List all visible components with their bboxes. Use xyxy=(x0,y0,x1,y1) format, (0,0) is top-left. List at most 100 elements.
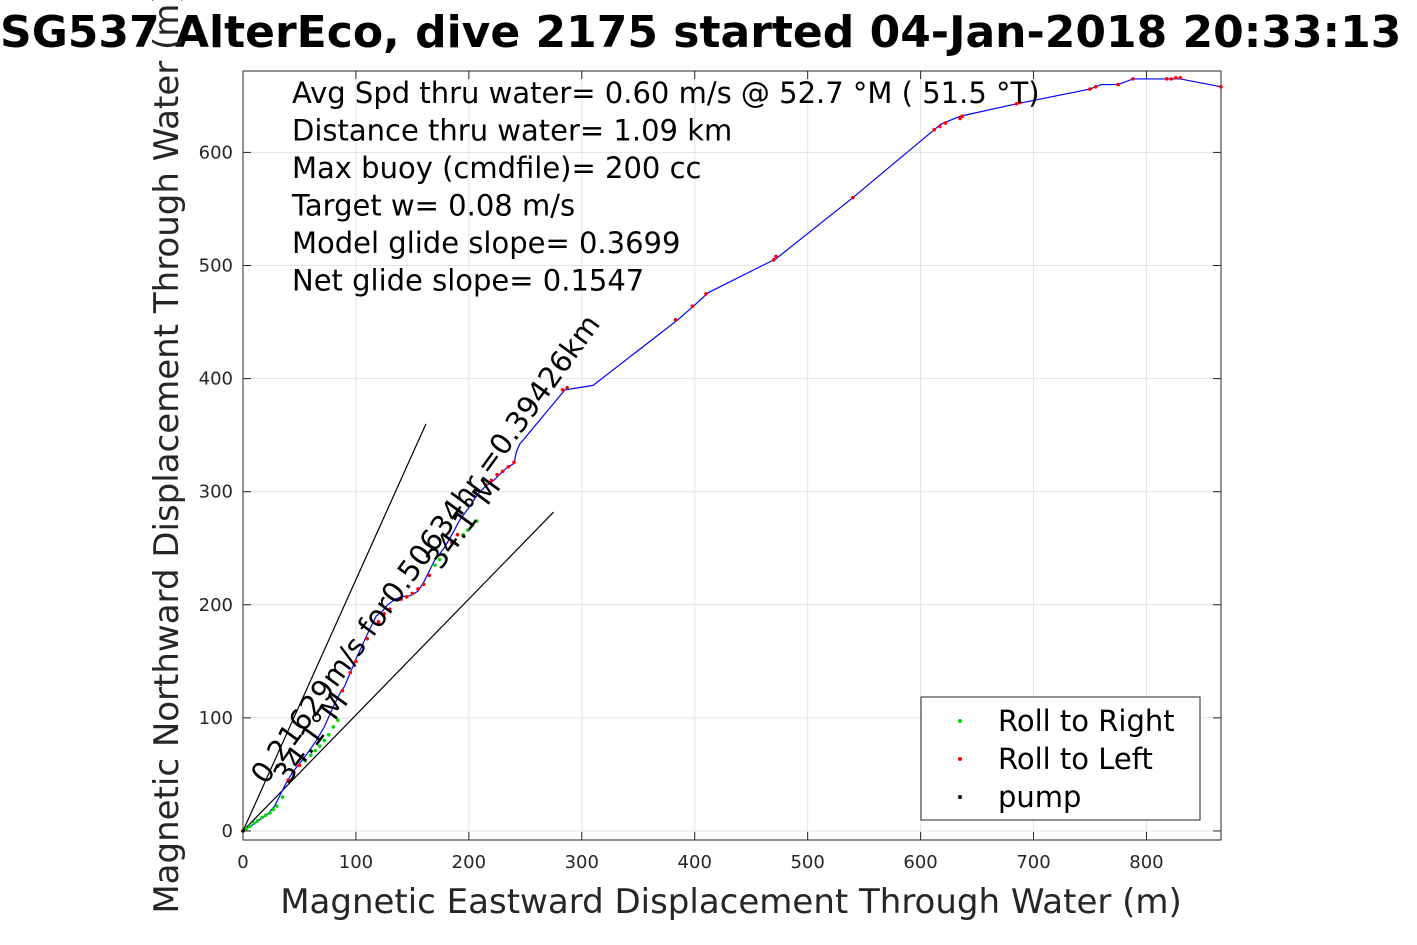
roll-right-point xyxy=(336,718,340,722)
roll-right-point xyxy=(303,759,307,763)
y-axis-label: Magnetic Northward Displacement Through … xyxy=(147,0,187,914)
roll-left-point xyxy=(937,124,942,129)
x-tick-label: 600 xyxy=(903,852,937,873)
roll-left-point xyxy=(565,385,569,390)
roll-right-point xyxy=(322,738,327,743)
roll-right-point xyxy=(461,532,466,537)
roll-left-point xyxy=(404,595,409,599)
roll-left-point xyxy=(484,483,488,487)
grid xyxy=(242,71,1221,840)
roll-right-point xyxy=(465,528,470,532)
roll-right-point xyxy=(437,557,442,562)
roll-right-point xyxy=(442,553,446,557)
roll-left-point xyxy=(500,469,505,474)
roll-left-point xyxy=(450,540,454,545)
roll-left-point xyxy=(690,304,695,309)
roll-left-point xyxy=(673,317,678,322)
roll-right-point xyxy=(252,821,257,825)
roll-left-point xyxy=(1169,77,1174,81)
y-tick-label: 600 xyxy=(199,142,233,163)
y-tick-label: 200 xyxy=(199,595,233,616)
roll-left-point xyxy=(958,116,962,121)
roll-right-point xyxy=(268,811,272,815)
y-tick-label: 100 xyxy=(199,708,233,729)
y-tick-label: 300 xyxy=(199,482,233,503)
roll-left-point xyxy=(410,591,415,596)
roll-right-point xyxy=(280,795,285,799)
x-axis-label: Magnetic Eastward Displacement Through W… xyxy=(280,882,1182,922)
roll-left-point xyxy=(1093,85,1098,89)
roll-left-point xyxy=(1018,100,1022,105)
roll-left-point xyxy=(286,778,290,782)
roll-right-point xyxy=(271,807,276,812)
axes-frame xyxy=(242,70,1222,841)
x-tick-label: 800 xyxy=(1129,852,1163,873)
roll-left-point xyxy=(376,619,381,624)
roll-left-point xyxy=(489,478,494,483)
roll-right-point xyxy=(255,818,260,823)
track-line xyxy=(242,78,1222,832)
roll-left-point xyxy=(704,291,708,296)
roll-left-point xyxy=(292,770,296,774)
roll-left-point xyxy=(771,258,776,262)
roll-left-point xyxy=(1014,101,1019,106)
roll-left-point xyxy=(943,121,948,125)
roll-right-point xyxy=(470,523,475,528)
roll-right-point xyxy=(247,824,252,829)
roll-left-point xyxy=(1131,77,1135,81)
roll-left-point xyxy=(1174,75,1178,80)
roll-left-point xyxy=(354,659,358,664)
legend-marker-pump xyxy=(958,795,962,799)
legend-marker-roll-right xyxy=(958,719,962,723)
annotation-line: Model glide slope= 0.3699 xyxy=(292,226,680,260)
x-tick-label: 100 xyxy=(339,852,373,873)
pump-point xyxy=(241,829,245,833)
roll-right-point xyxy=(313,748,318,753)
roll-right-point xyxy=(263,813,268,817)
roll-left-point xyxy=(560,388,565,392)
roll-left-point xyxy=(348,670,353,675)
x-tick-label: 200 xyxy=(452,852,486,873)
roll-left-point xyxy=(455,532,460,537)
chart-title: SG537 AlterEco, dive 2175 started 04-Jan… xyxy=(0,7,1401,58)
roll-left-point xyxy=(340,688,345,693)
y-tick-label: 0 xyxy=(222,821,233,842)
legend-label: Roll to Right xyxy=(998,704,1175,738)
y-tick-label: 500 xyxy=(199,256,233,277)
roll-left-point xyxy=(506,465,511,469)
roll-left-point xyxy=(388,607,392,612)
roll-right-point xyxy=(244,826,249,831)
roll-left-point xyxy=(421,582,426,587)
ticks: 0 100 200 300 400 500 600 700 800 0 100 200 300 400 50… xyxy=(199,71,1221,873)
legend-box xyxy=(920,696,1201,821)
roll-right-point xyxy=(327,733,331,737)
roll-right-point xyxy=(433,563,437,567)
roll-right-point xyxy=(331,725,336,729)
roll-left-point xyxy=(495,472,499,477)
roll-left-point xyxy=(382,612,386,616)
roll-right-point xyxy=(260,815,264,820)
roll-left-point xyxy=(399,597,403,601)
x-tick-label: 300 xyxy=(565,852,599,873)
roll-left-point xyxy=(1088,87,1092,91)
roll-left-point xyxy=(1219,85,1223,89)
roll-left-point xyxy=(427,573,432,578)
x-tick-label: 400 xyxy=(678,852,712,873)
roll-left-point xyxy=(774,254,778,259)
roll-left-point xyxy=(297,763,302,768)
legend-marker-roll-left xyxy=(958,757,962,761)
roll-left-point xyxy=(932,128,936,132)
annotation-line: Target w= 0.08 m/s xyxy=(291,189,575,223)
roll-right-point xyxy=(474,519,479,523)
annotation-line: Avg Spd thru water= 0.60 m/s @ 52.7 °M (… xyxy=(292,76,1040,110)
reference-line xyxy=(242,511,554,832)
roll-right-point xyxy=(308,753,313,757)
x-tick-label: 500 xyxy=(790,852,824,873)
roll-left-point xyxy=(1164,77,1169,81)
data-points xyxy=(241,75,1223,833)
annotations: Avg Spd thru water= 0.60 m/s @ 52.7 °M (… xyxy=(291,76,1040,298)
legend: Roll to Right Roll to Left pump xyxy=(920,696,1201,821)
roll-left-point xyxy=(365,636,370,641)
track-series xyxy=(242,78,1222,832)
